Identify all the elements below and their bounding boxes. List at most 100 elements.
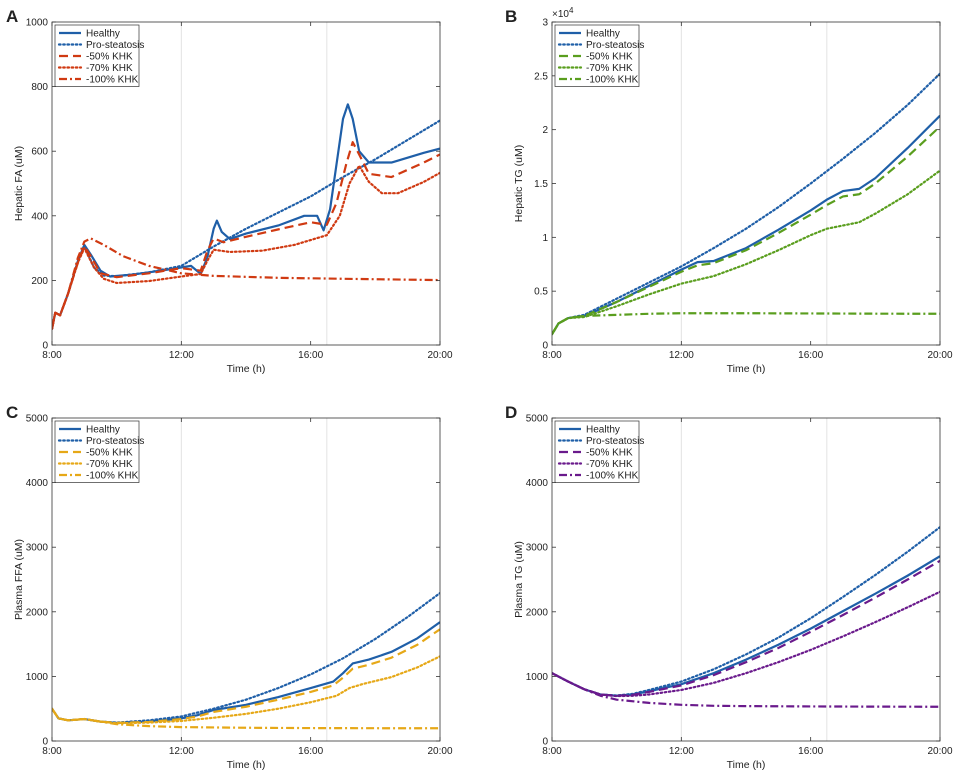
legend-label: -50% KHK bbox=[586, 448, 633, 459]
legend-label: -70% KHK bbox=[86, 63, 133, 74]
chart-panel-b: B 0 0.5 1 1.5 2 2.5 3 8:00 12:00 16:00 20:00 ×104 Tim… bbox=[505, 6, 953, 375]
legend-label: Healthy bbox=[586, 425, 620, 436]
y-tick-label: 5000 bbox=[26, 414, 49, 425]
legend-label: Pro-steatosis bbox=[86, 436, 144, 447]
x-tick-label: 20:00 bbox=[427, 746, 452, 757]
y-tick-label: 3 bbox=[542, 18, 548, 29]
series-line-50-khk bbox=[52, 628, 440, 725]
y-exponent-power: 4 bbox=[569, 6, 574, 15]
panel-letter: A bbox=[6, 7, 18, 26]
chart-panel-d: D 0 1000 2000 3000 4000 5000 8:00 12:00 16:00 20:0… bbox=[505, 403, 953, 771]
legend-label: -70% KHK bbox=[586, 63, 633, 74]
axes-frame bbox=[51, 21, 441, 346]
y-tick-label: 5000 bbox=[526, 414, 549, 425]
x-tick-label: 20:00 bbox=[927, 746, 952, 757]
x-tick-label: 8:00 bbox=[542, 350, 562, 361]
series-line-50-khk bbox=[552, 125, 940, 335]
x-tick-label: 8:00 bbox=[42, 350, 62, 361]
legend-label: -70% KHK bbox=[86, 459, 133, 470]
legend-label: -100% KHK bbox=[86, 75, 139, 86]
y-tick-label: 2 bbox=[542, 125, 548, 136]
x-axis-label: Time (h) bbox=[227, 363, 266, 375]
y-tick-label: 1.5 bbox=[534, 179, 548, 190]
x-tick-label: 12:00 bbox=[669, 350, 694, 361]
series-group bbox=[552, 526, 940, 708]
y-tick-label: 0 bbox=[542, 341, 548, 352]
axes-frame bbox=[51, 417, 441, 742]
y-exponent-label: ×104 bbox=[552, 6, 574, 20]
y-axis-label: Plasma FFA (uM) bbox=[13, 539, 25, 620]
legend-label: Healthy bbox=[586, 29, 620, 40]
y-tick-label: 1000 bbox=[26, 672, 49, 683]
x-axis-label: Time (h) bbox=[227, 759, 266, 771]
series-line-100-khk bbox=[552, 312, 940, 335]
panel-letter: D bbox=[505, 403, 517, 422]
y-tick-label: 0 bbox=[42, 737, 48, 748]
series-group bbox=[552, 72, 940, 336]
legend-box bbox=[554, 420, 640, 483]
x-tick-label: 20:00 bbox=[927, 350, 952, 361]
y-tick-label: 0.5 bbox=[534, 287, 548, 298]
panel-letter: B bbox=[505, 7, 517, 26]
legend-box bbox=[54, 24, 140, 87]
legend-label: Pro-steatosis bbox=[586, 436, 644, 447]
y-axis-label: Hepatic FA (uM) bbox=[13, 146, 25, 221]
series-line-70-khk bbox=[52, 164, 440, 330]
y-tick-label: 1000 bbox=[526, 672, 549, 683]
y-tick-label: 3000 bbox=[526, 543, 549, 554]
y-tick-label: 4000 bbox=[526, 478, 549, 489]
series-line-healthy bbox=[52, 103, 440, 330]
y-tick-label: 3000 bbox=[26, 543, 49, 554]
y-tick-label: 4000 bbox=[26, 478, 49, 489]
legend-label: Healthy bbox=[86, 425, 120, 436]
x-tick-label: 12:00 bbox=[169, 746, 194, 757]
series-group bbox=[52, 103, 440, 330]
legend-label: -100% KHK bbox=[586, 75, 639, 86]
legend-box bbox=[54, 420, 140, 483]
axes-frame bbox=[551, 417, 941, 742]
y-tick-label: 1000 bbox=[26, 18, 49, 29]
chart-panel-c: C 0 1000 2000 3000 4000 5000 8:00 12:00 16:00 20:0… bbox=[6, 403, 453, 771]
x-axis-label: Time (h) bbox=[727, 363, 766, 375]
y-tick-label: 2.5 bbox=[534, 71, 548, 82]
y-axis-label: Plasma TG (uM) bbox=[513, 541, 525, 618]
legend-label: -50% KHK bbox=[586, 52, 633, 63]
legend-label: Pro-steatosis bbox=[586, 40, 644, 51]
series-line-100-khk bbox=[552, 672, 940, 708]
y-tick-label: 600 bbox=[31, 147, 48, 158]
legend-label: -50% KHK bbox=[86, 448, 133, 459]
x-tick-label: 16:00 bbox=[298, 350, 323, 361]
legend-label: -100% KHK bbox=[86, 471, 139, 482]
y-tick-label: 400 bbox=[31, 211, 48, 222]
chart-panel-a: A 0 200 400 600 800 1000 8:00 12:00 16:00 20:00 Tim… bbox=[6, 7, 453, 375]
series-line-100-khk bbox=[52, 708, 440, 730]
legend-label: -70% KHK bbox=[586, 459, 633, 470]
x-tick-label: 8:00 bbox=[542, 746, 562, 757]
x-axis-label: Time (h) bbox=[727, 759, 766, 771]
x-tick-label: 16:00 bbox=[798, 350, 823, 361]
y-tick-label: 200 bbox=[31, 276, 48, 287]
legend-box bbox=[554, 24, 640, 87]
y-tick-label: 0 bbox=[542, 737, 548, 748]
x-tick-label: 16:00 bbox=[798, 746, 823, 757]
legend-label: Pro-steatosis bbox=[86, 40, 144, 51]
y-tick-label: 0 bbox=[42, 341, 48, 352]
y-tick-label: 2000 bbox=[26, 607, 49, 618]
x-tick-label: 12:00 bbox=[169, 350, 194, 361]
y-axis-label: Hepatic TG (uM) bbox=[513, 145, 525, 222]
legend-label: -100% KHK bbox=[586, 471, 639, 482]
y-tick-label: 2000 bbox=[526, 607, 549, 618]
legend-label: -50% KHK bbox=[86, 52, 133, 63]
panel-letter: C bbox=[6, 403, 18, 422]
legend-label: Healthy bbox=[86, 29, 120, 40]
y-tick-label: 1 bbox=[542, 233, 548, 244]
x-tick-label: 16:00 bbox=[298, 746, 323, 757]
x-tick-label: 8:00 bbox=[42, 746, 62, 757]
x-tick-label: 12:00 bbox=[669, 746, 694, 757]
series-group bbox=[52, 591, 440, 730]
